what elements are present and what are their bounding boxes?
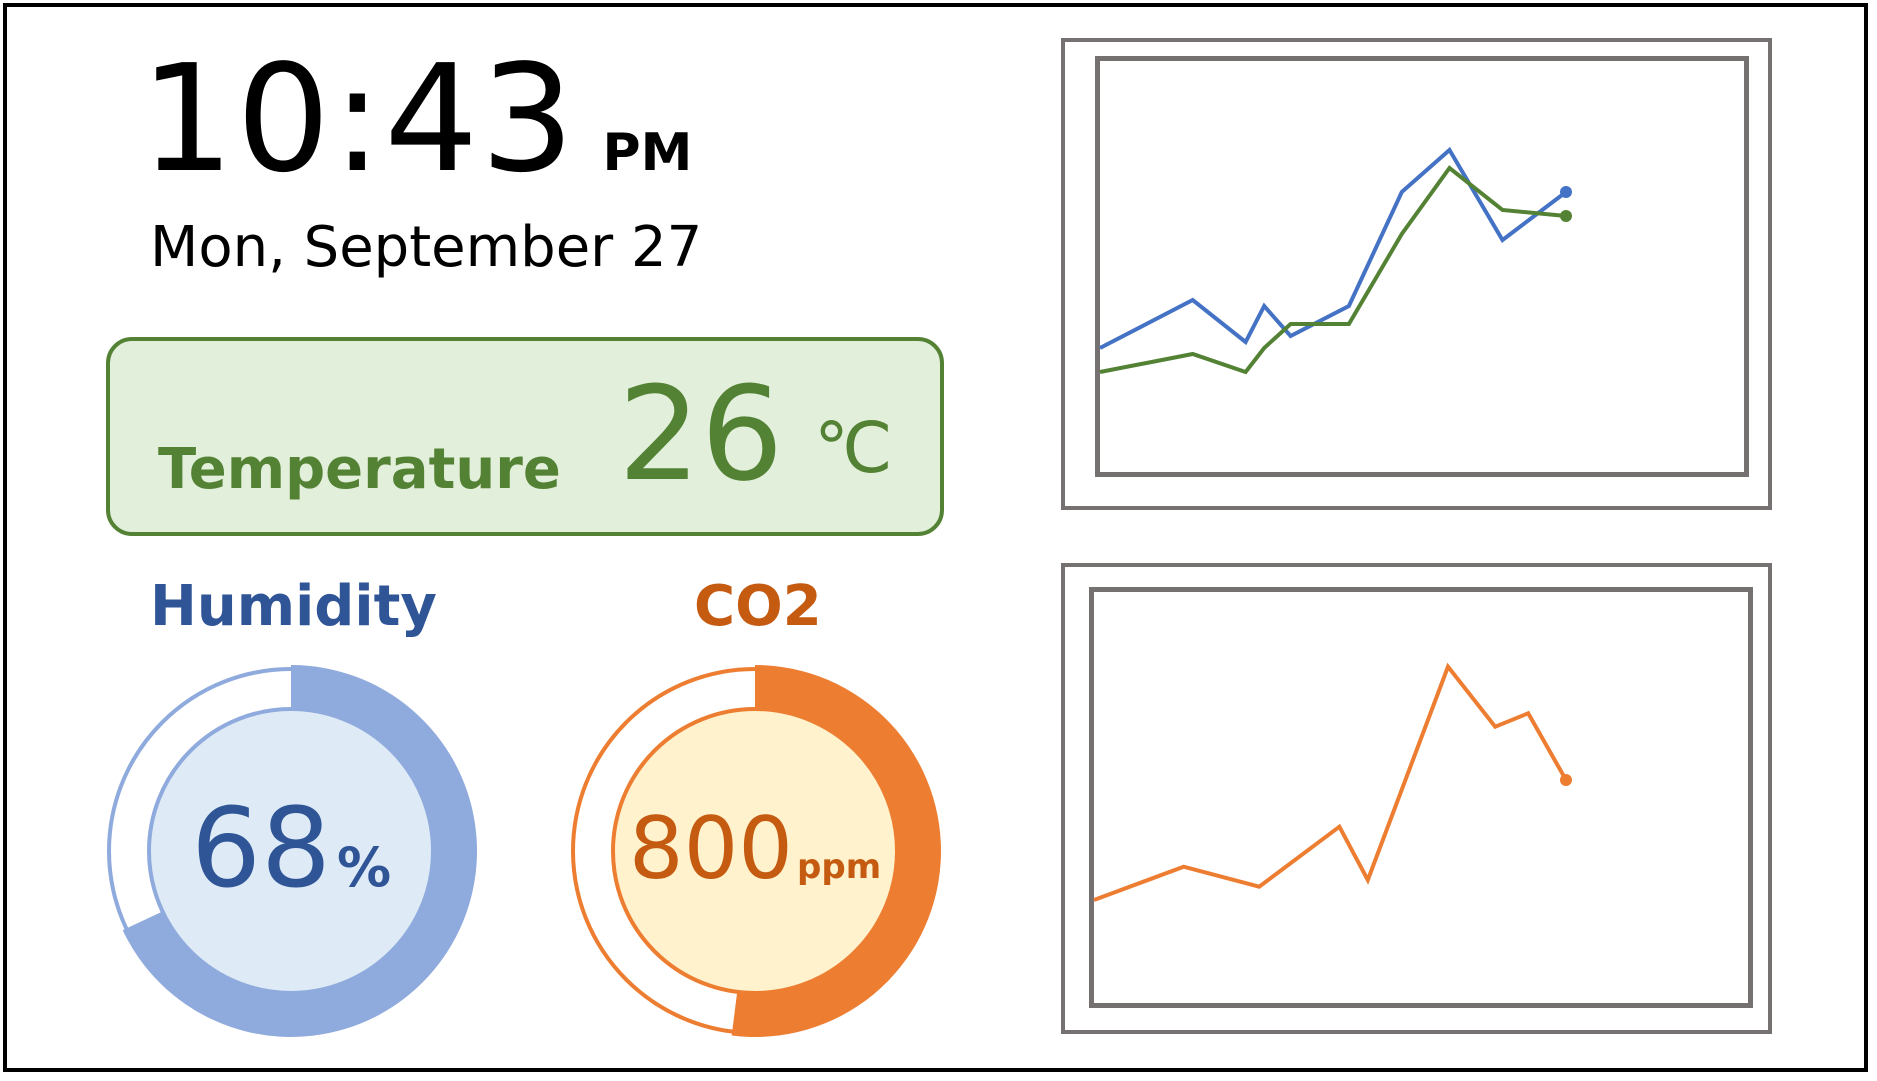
co2-gauge: 800 ppm [571, 665, 942, 1037]
chart-1-frame [1061, 38, 1772, 510]
chart-2-series-1-end-point [1560, 774, 1572, 786]
chart-1-plot-area [1095, 56, 1749, 477]
clock-time: 10:43 [140, 33, 577, 205]
temperature-label: Temperature [158, 437, 561, 502]
clock-date: Mon, September 27 [150, 215, 703, 280]
humidity-gauge: 68% [107, 665, 477, 1037]
chart-1-series-2-end-point [1560, 210, 1572, 222]
chart-2-series-1-line [1093, 662, 1568, 902]
clock-ampm: PM [602, 123, 693, 183]
humidity-unit: % [337, 836, 391, 899]
chart-2-frame [1061, 563, 1772, 1034]
co2-gauge-center [611, 707, 899, 995]
temperature-card: Temperature 26 ℃ [106, 337, 944, 536]
humidity-gauge-center [147, 707, 435, 995]
co2-value: 800 [629, 799, 793, 899]
clock: 10:43 PM [140, 45, 692, 193]
co2-readout: 800 ppm [629, 799, 881, 899]
dashboard-frame [3, 3, 1868, 1072]
temperature-unit: ℃ [814, 407, 893, 489]
chart-1-series-2-line [1099, 165, 1567, 375]
co2-gauge-arc [731, 665, 942, 1037]
temperature-value: 26 [618, 358, 784, 510]
humidity-readout: 68% [191, 784, 391, 912]
chart-2-plot-area [1089, 587, 1753, 1008]
co2-title: CO2 [694, 574, 822, 639]
co2-unit: ppm [797, 847, 881, 887]
humidity-value: 68 [191, 784, 331, 912]
chart-1-series-1-end-point [1560, 186, 1572, 198]
humidity-title: Humidity [150, 574, 437, 639]
chart-1-series-1-line [1099, 146, 1568, 350]
